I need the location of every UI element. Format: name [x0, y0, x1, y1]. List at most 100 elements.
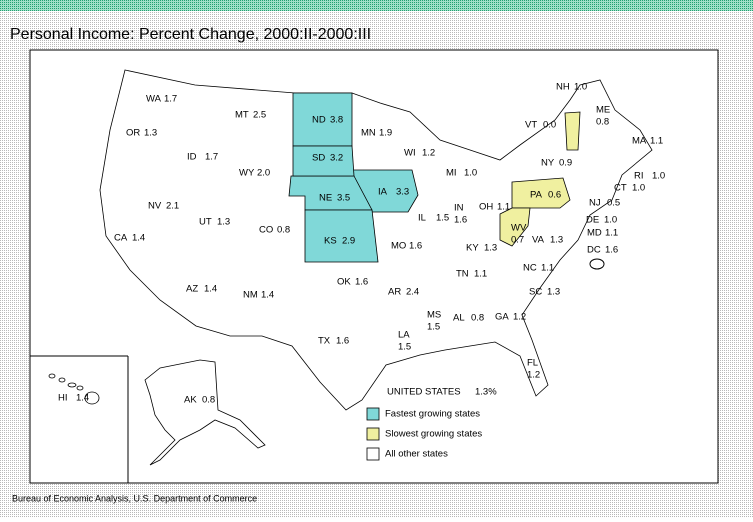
state-shape: [292, 145, 355, 177]
state-value: 1.7: [164, 94, 177, 105]
us-outline: [99, 69, 653, 411]
state-shape: [304, 209, 379, 263]
state-value: 1.3: [550, 235, 563, 246]
state-value: 3.2: [330, 153, 343, 164]
state-name: NE: [319, 193, 332, 204]
state-name: UT: [199, 217, 212, 228]
state-name: RI: [634, 171, 644, 182]
state-name: IL: [418, 213, 426, 224]
state-value: 1.2: [513, 312, 526, 323]
dc-marker: [589, 258, 605, 270]
state-value: 0.9: [559, 158, 572, 169]
state-name: WV: [511, 223, 527, 234]
state-value: 0.0: [543, 120, 556, 131]
state-name: HI: [58, 393, 68, 404]
state-name: VA: [532, 235, 545, 246]
state-name: VT: [525, 120, 537, 131]
state-name: NC: [523, 263, 537, 274]
state-name: OR: [126, 128, 140, 139]
state-name: MN: [361, 128, 376, 139]
state-name: SD: [312, 153, 325, 164]
state-name: GA: [495, 312, 509, 323]
state-value: 1.5: [436, 213, 449, 224]
state-value: 1.6: [336, 336, 349, 347]
state-value: 1.2: [422, 148, 435, 159]
state-value: 1.1: [605, 228, 618, 239]
state-name: OK: [337, 277, 351, 288]
state-name: WI: [404, 148, 416, 159]
state-value: 3.5: [337, 193, 350, 204]
legend-swatch: [366, 447, 380, 461]
state-name: NH: [556, 82, 570, 93]
state-name: ID: [187, 152, 197, 163]
state-name: OH: [479, 202, 493, 213]
state-name: AR: [388, 287, 401, 298]
state-name: MS: [427, 310, 441, 321]
state-value: 3.3: [396, 187, 409, 198]
state-name: NY: [541, 158, 555, 169]
alaska-shape: [144, 359, 266, 466]
state-value: 1.6: [605, 245, 618, 256]
state-value: 3.8: [330, 115, 343, 126]
footer: Bureau of Economic Analysis, U.S. Depart…: [12, 493, 257, 503]
state-value: 1.5: [398, 342, 411, 353]
state-value: 1.0: [632, 183, 645, 194]
state-name: CO: [259, 225, 273, 236]
state-value: 1.3: [217, 217, 230, 228]
state-value: 1.6: [454, 215, 467, 226]
legend-label: Slowest growing states: [385, 429, 482, 440]
state-value: 1.4: [76, 393, 89, 404]
state-value: 2.5: [253, 110, 266, 121]
state-value: 1.1: [497, 202, 510, 213]
state-value: 0.5: [607, 198, 620, 209]
state-name: PA: [530, 190, 543, 201]
state-value: 1.3: [144, 128, 157, 139]
legend-swatch: [366, 427, 380, 441]
state-name: KS: [324, 236, 337, 247]
state-name: IN: [454, 203, 464, 214]
legend-label: Fastest growing states: [385, 409, 480, 420]
state-value: 1.5: [427, 322, 440, 333]
state-value: 1.4: [204, 284, 217, 295]
state-value: 1.1: [650, 136, 663, 147]
state-name: IA: [378, 187, 388, 198]
state-value: 2.0: [257, 168, 270, 179]
state-value: 0.8: [277, 225, 290, 236]
state-name: CA: [114, 233, 128, 244]
state-name: MI: [446, 168, 457, 179]
state-name: ME: [596, 105, 610, 116]
state-name: FL: [527, 358, 538, 369]
state-value: 1.6: [355, 277, 368, 288]
state-name: ND: [312, 115, 326, 126]
state-value: 1.6: [409, 241, 422, 252]
us-total-value: 1.3%: [475, 387, 497, 398]
state-shape: [564, 111, 581, 151]
state-name: NM: [243, 290, 258, 301]
state-value: 2.9: [342, 236, 355, 247]
state-name: DC: [587, 245, 601, 256]
state-value: 1.1: [474, 269, 487, 280]
state-value: 1.0: [574, 82, 587, 93]
state-name: CT: [614, 183, 627, 194]
state-value: 2.4: [406, 287, 419, 298]
state-name: LA: [398, 330, 410, 341]
state-value: 0.8: [596, 117, 609, 128]
state-name: DE: [586, 215, 599, 226]
state-value: 1.3: [484, 243, 497, 254]
state-value: 0.6: [548, 190, 561, 201]
state-value: 1.1: [541, 263, 554, 274]
state-value: 1.3: [547, 287, 560, 298]
state-name: NJ: [589, 198, 601, 209]
state-value: 1.4: [261, 290, 274, 301]
state-name: NV: [148, 201, 162, 212]
state-value: 1.0: [652, 171, 665, 182]
top-band: [0, 0, 753, 11]
state-name: MT: [235, 110, 249, 121]
state-name: AL: [453, 313, 465, 324]
state-name: AK: [184, 395, 197, 406]
state-shape: [511, 177, 571, 209]
state-value: 2.1: [166, 201, 179, 212]
state-value: 1.0: [464, 168, 477, 179]
state-name: WY: [239, 168, 255, 179]
